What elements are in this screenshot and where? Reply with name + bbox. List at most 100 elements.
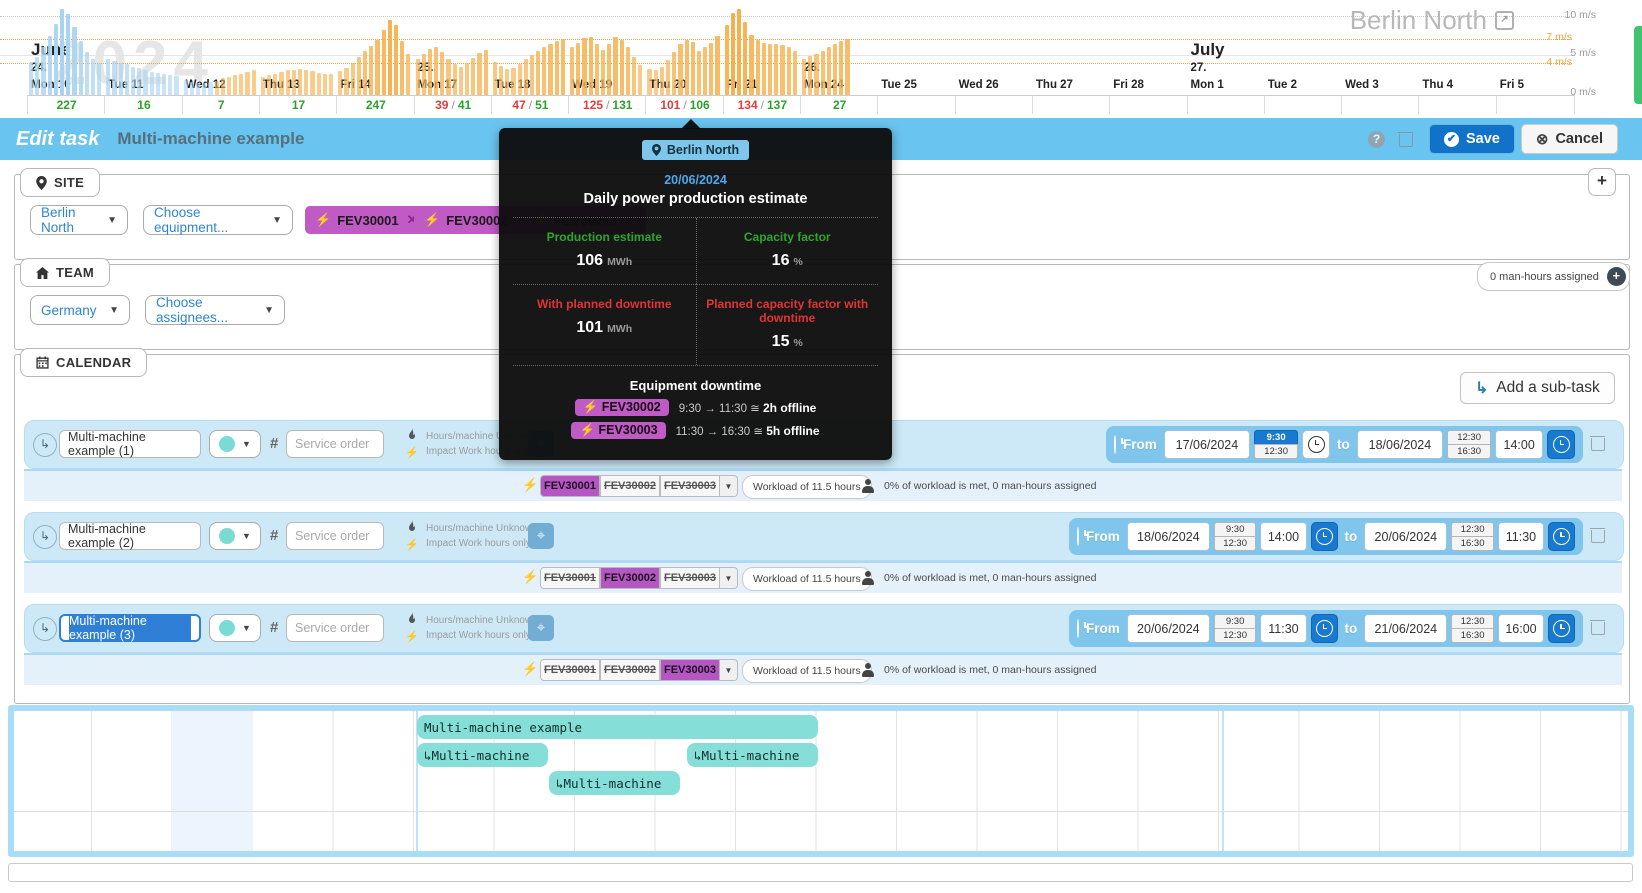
horizontal-scrollbar-track[interactable] xyxy=(8,863,1633,882)
time-suggestion-option[interactable]: 9:30 xyxy=(1254,430,1299,444)
equipment-option-fev30001[interactable]: FEV30001 xyxy=(540,659,600,681)
scroll-now-button[interactable] xyxy=(1634,26,1642,104)
wind-bar xyxy=(529,55,535,95)
external-link-icon[interactable]: ↗ xyxy=(1495,11,1514,30)
cancel-button[interactable]: ⊗ Cancel xyxy=(1520,124,1618,154)
from-clock-button[interactable] xyxy=(1302,430,1331,459)
edit-task-title: Edit task xyxy=(16,127,100,150)
delete-subtask-icon[interactable] xyxy=(1590,527,1605,543)
from-time-input[interactable]: 14:00 xyxy=(1260,522,1307,551)
assignees-select[interactable]: Choose assignees... ▼ xyxy=(145,295,285,325)
equipment-option-fev30001[interactable]: FEV30001 xyxy=(540,567,600,589)
site-add-button[interactable]: + xyxy=(1588,168,1616,196)
equipment-dropdown-caret[interactable]: ▼ xyxy=(720,659,738,681)
time-suggestion-option[interactable]: 16:30 xyxy=(1451,628,1494,643)
gantt-bar-main-task[interactable]: Multi-machine example xyxy=(417,715,818,739)
time-suggestion-option[interactable]: 12:30 xyxy=(1451,522,1494,536)
wind-bar xyxy=(338,71,343,95)
to-date-input[interactable]: 20/06/2024 xyxy=(1364,522,1448,551)
equipment-option-fev30002[interactable]: FEV30002 xyxy=(600,659,660,681)
from-clock-button[interactable] xyxy=(1310,614,1338,643)
time-suggestion-option[interactable]: 9:30 xyxy=(1213,614,1257,628)
delete-task-icon[interactable] xyxy=(1397,131,1413,147)
equipment-select[interactable]: Choose equipment... ▼ xyxy=(143,205,293,235)
to-time-input[interactable]: 16:00 xyxy=(1497,614,1545,643)
team-select[interactable]: Germany ▼ xyxy=(30,295,130,325)
color-select[interactable]: ▼ xyxy=(209,614,261,642)
gantt-bar-subtask-3[interactable]: ↳Multi-machine xyxy=(549,771,680,795)
help-icon[interactable]: ? xyxy=(1367,130,1385,148)
wind-bar xyxy=(582,37,587,95)
wind-bar xyxy=(41,47,46,95)
to-clock-button[interactable] xyxy=(1547,430,1576,459)
clock-icon xyxy=(1315,620,1333,637)
to-time-suggestions: 12:30 16:30 xyxy=(1451,614,1494,643)
subtask-name-input[interactable]: Multi-machine example (3) xyxy=(59,614,201,642)
equipment-option-fev30003[interactable]: FEV30003 xyxy=(660,659,720,681)
subtask-name-input[interactable]: Multi-machine example (2) xyxy=(59,522,201,550)
day-bars xyxy=(800,9,879,95)
equipment-option-fev30002[interactable]: FEV30002 xyxy=(600,567,660,589)
time-suggestion-option[interactable]: 16:30 xyxy=(1447,444,1492,459)
to-time-input[interactable]: 14:00 xyxy=(1495,430,1544,459)
from-clock-button[interactable] xyxy=(1310,522,1338,551)
color-select[interactable]: ▼ xyxy=(209,522,261,550)
equipment-dropdown-caret[interactable]: ▼ xyxy=(720,567,738,589)
time-suggestion-option[interactable]: 12:30 xyxy=(1213,628,1257,643)
add-man-hours-button[interactable]: + xyxy=(1606,267,1626,286)
day-label: Thu 27 xyxy=(1035,79,1073,91)
delete-subtask-icon[interactable] xyxy=(1590,435,1605,451)
axis-label-5ms: 5 m/s xyxy=(1570,47,1596,59)
wind-bar xyxy=(588,37,593,95)
move-handle[interactable]: ⌖ xyxy=(528,615,554,641)
from-date-input[interactable]: 18/06/2024 xyxy=(1126,522,1210,551)
equipment-segmented-control[interactable]: FEV30001 FEV30002 FEV30003 ▼ xyxy=(540,475,738,497)
equipment-segmented-control[interactable]: FEV30001 FEV30002 FEV30003 ▼ xyxy=(540,567,738,589)
equipment-option-fev30001[interactable]: FEV30001 xyxy=(540,475,600,497)
equipment-option-fev30003[interactable]: FEV30003 xyxy=(660,567,720,589)
equipment-tag-fev30001[interactable]: ⚡ FEV30001 ✕ xyxy=(305,206,428,234)
from-date-input[interactable]: 20/06/2024 xyxy=(1126,614,1210,643)
wind-bar xyxy=(415,58,420,95)
equipment-segmented-control[interactable]: FEV30001 FEV30002 FEV30003 ▼ xyxy=(540,659,738,681)
to-date-input[interactable]: 18/06/2024 xyxy=(1356,430,1444,459)
time-suggestion-option[interactable]: 16:30 xyxy=(1451,536,1494,551)
time-suggestion-option[interactable]: 12:30 xyxy=(1447,430,1492,444)
day-production-cell xyxy=(1109,95,1188,114)
time-suggestion-option[interactable]: 12:30 xyxy=(1213,536,1257,551)
from-time-input[interactable]: 11:30 xyxy=(1260,614,1307,643)
downtime-tag: ⚡ FEV30003 xyxy=(571,422,666,439)
to-clock-button[interactable] xyxy=(1548,522,1575,551)
gantt-bar-subtask-2[interactable]: ↳Multi-machine xyxy=(687,743,818,767)
gantt-bar-subtask-1[interactable]: ↳Multi-machine xyxy=(417,743,548,767)
wind-bar xyxy=(53,23,58,95)
hours-label: Hours/machine Unknown xyxy=(426,431,538,442)
production-estimate: 7 xyxy=(217,98,225,112)
service-order-input[interactable]: Service order xyxy=(286,522,384,550)
subtask-name-input[interactable]: Multi-machine example (1) xyxy=(59,430,201,458)
time-suggestion-option[interactable]: 12:30 xyxy=(1451,614,1494,628)
bolt-icon: ⚡ xyxy=(405,631,419,643)
remove-tag-icon[interactable]: ✕ xyxy=(406,212,418,227)
delete-subtask-icon[interactable] xyxy=(1590,619,1605,635)
wind-bar xyxy=(310,71,315,95)
to-clock-button[interactable] xyxy=(1548,614,1575,643)
equipment-option-fev30002[interactable]: FEV30002 xyxy=(600,475,660,497)
color-select[interactable]: ▼ xyxy=(209,430,261,458)
move-handle[interactable]: ⌖ xyxy=(528,523,554,549)
day-production-cell: 47/51 xyxy=(490,95,570,114)
save-button[interactable]: ✔ Save xyxy=(1428,124,1515,154)
equipment-option-fev30003[interactable]: FEV30003 xyxy=(660,475,720,497)
site-select[interactable]: Berlin North ▼ xyxy=(30,205,128,235)
time-suggestion-option[interactable]: 9:30 xyxy=(1213,522,1257,536)
service-order-input[interactable]: Service order xyxy=(286,430,384,458)
to-time-input[interactable]: 11:30 xyxy=(1497,522,1545,551)
time-suggestion-option[interactable]: 12:30 xyxy=(1254,444,1299,459)
service-order-input[interactable]: Service order xyxy=(286,614,384,642)
from-date-input[interactable]: 17/06/2024 xyxy=(1163,430,1251,459)
equipment-dropdown-caret[interactable]: ▼ xyxy=(720,475,738,497)
to-date-input[interactable]: 21/06/2024 xyxy=(1364,614,1448,643)
flame-icon xyxy=(408,520,415,531)
production-estimate: 247 xyxy=(365,98,386,112)
add-subtask-button[interactable]: ↳ Add a sub-task xyxy=(1460,372,1615,404)
